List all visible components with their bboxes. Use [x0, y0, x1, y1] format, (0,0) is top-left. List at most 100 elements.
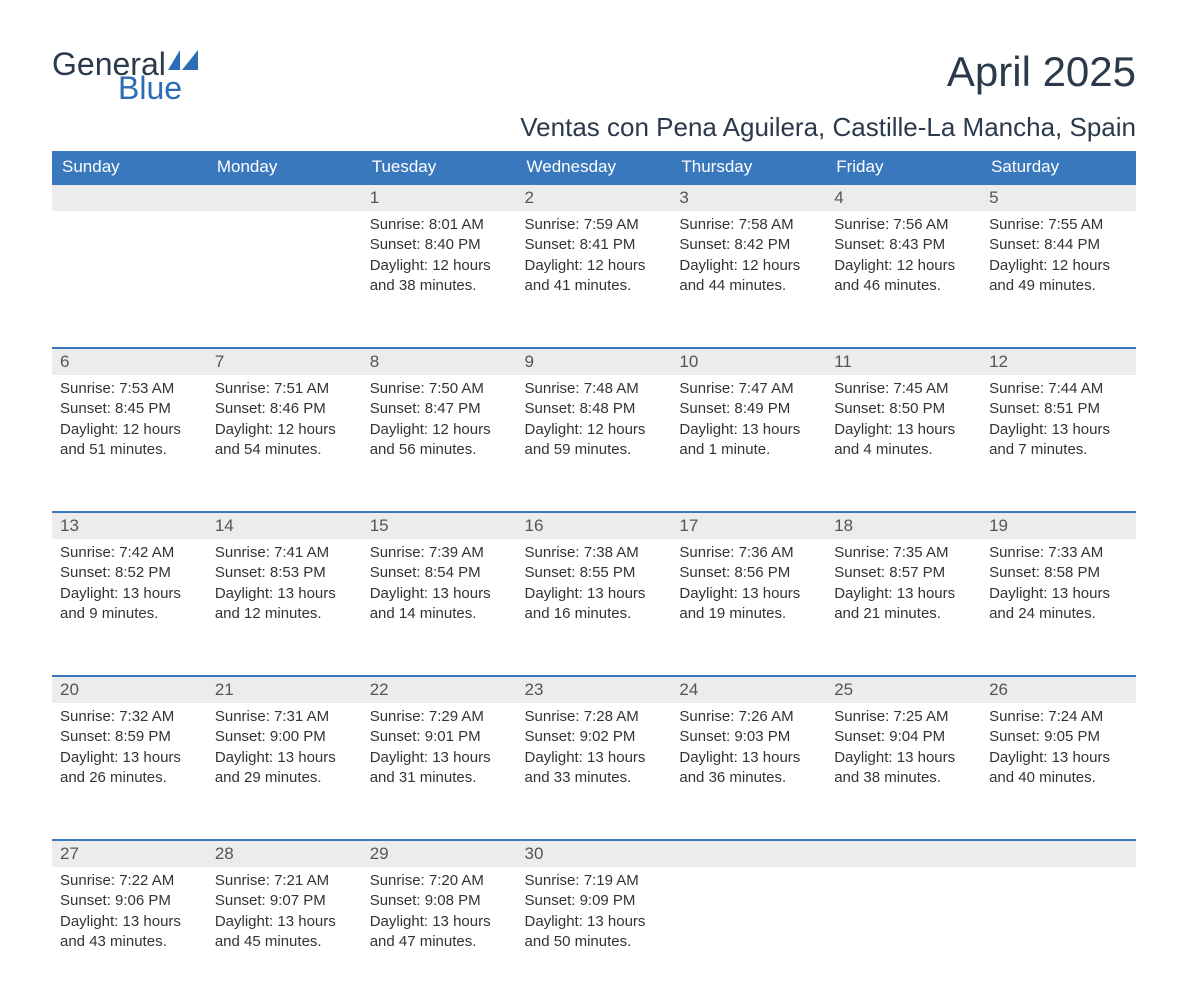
day-cell: Sunrise: 7:29 AMSunset: 9:01 PMDaylight:…: [362, 703, 517, 800]
sunrise-text: Sunrise: 7:45 AM: [834, 379, 973, 399]
daylight-text: Daylight: 13 hours: [60, 584, 199, 604]
daylight-text: Daylight: 13 hours: [60, 748, 199, 768]
day-cell: Sunrise: 7:48 AMSunset: 8:48 PMDaylight:…: [517, 375, 672, 472]
day-number: 11: [826, 347, 981, 375]
day-number: 12: [981, 347, 1136, 375]
week-row: Sunrise: 7:32 AMSunset: 8:59 PMDaylight:…: [52, 703, 1136, 839]
sunset-text: Sunset: 9:07 PM: [215, 891, 354, 911]
week-row: Sunrise: 8:01 AMSunset: 8:40 PMDaylight:…: [52, 211, 1136, 347]
daylight-text: and 26 minutes.: [60, 768, 199, 788]
sunrise-text: Sunrise: 7:56 AM: [834, 215, 973, 235]
day-number: 27: [52, 839, 207, 867]
sunset-text: Sunset: 8:46 PM: [215, 399, 354, 419]
day-cell: Sunrise: 7:42 AMSunset: 8:52 PMDaylight:…: [52, 539, 207, 636]
day-number-row: 6789101112: [52, 347, 1136, 375]
sunrise-text: Sunrise: 7:29 AM: [370, 707, 509, 727]
daylight-text: Daylight: 13 hours: [989, 584, 1128, 604]
daylight-text: and 1 minute.: [679, 440, 818, 460]
day-number: 30: [517, 839, 672, 867]
sunset-text: Sunset: 8:41 PM: [525, 235, 664, 255]
day-number-row: 20212223242526: [52, 675, 1136, 703]
day-number: 2: [517, 183, 672, 211]
sunrise-text: Sunrise: 7:19 AM: [525, 871, 664, 891]
sunrise-text: Sunrise: 7:59 AM: [525, 215, 664, 235]
logo: General Blue: [52, 48, 198, 104]
day-number: 15: [362, 511, 517, 539]
daylight-text: Daylight: 13 hours: [679, 748, 818, 768]
daylight-text: and 54 minutes.: [215, 440, 354, 460]
sunset-text: Sunset: 9:06 PM: [60, 891, 199, 911]
daylight-text: Daylight: 13 hours: [834, 584, 973, 604]
day-cell: Sunrise: 7:28 AMSunset: 9:02 PMDaylight:…: [517, 703, 672, 800]
day-number: 14: [207, 511, 362, 539]
day-cell: Sunrise: 7:59 AMSunset: 8:41 PMDaylight:…: [517, 211, 672, 308]
sunrise-text: Sunrise: 7:55 AM: [989, 215, 1128, 235]
sunset-text: Sunset: 9:00 PM: [215, 727, 354, 747]
daylight-text: Daylight: 13 hours: [370, 748, 509, 768]
weekday-header: Friday: [826, 151, 981, 183]
day-cell: Sunrise: 7:32 AMSunset: 8:59 PMDaylight:…: [52, 703, 207, 800]
day-cell: Sunrise: 7:50 AMSunset: 8:47 PMDaylight:…: [362, 375, 517, 472]
day-cell: Sunrise: 7:39 AMSunset: 8:54 PMDaylight:…: [362, 539, 517, 636]
page-header: General Blue April 2025: [52, 48, 1136, 104]
sunset-text: Sunset: 8:59 PM: [60, 727, 199, 747]
day-cell: Sunrise: 7:35 AMSunset: 8:57 PMDaylight:…: [826, 539, 981, 636]
day-cell: Sunrise: 7:36 AMSunset: 8:56 PMDaylight:…: [671, 539, 826, 636]
day-cell: Sunrise: 7:58 AMSunset: 8:42 PMDaylight:…: [671, 211, 826, 308]
daylight-text: and 36 minutes.: [679, 768, 818, 788]
daylight-text: Daylight: 13 hours: [370, 584, 509, 604]
daylight-text: Daylight: 13 hours: [215, 584, 354, 604]
day-number-row: 27282930: [52, 839, 1136, 867]
day-cell: Sunrise: 7:53 AMSunset: 8:45 PMDaylight:…: [52, 375, 207, 472]
sunset-text: Sunset: 9:04 PM: [834, 727, 973, 747]
daylight-text: and 38 minutes.: [834, 768, 973, 788]
daylight-text: Daylight: 12 hours: [989, 256, 1128, 276]
daylight-text: Daylight: 12 hours: [370, 256, 509, 276]
sunrise-text: Sunrise: 7:48 AM: [525, 379, 664, 399]
day-cell: Sunrise: 7:33 AMSunset: 8:58 PMDaylight:…: [981, 539, 1136, 636]
day-number: [671, 839, 826, 867]
sunrise-text: Sunrise: 7:51 AM: [215, 379, 354, 399]
daylight-text: Daylight: 13 hours: [525, 912, 664, 932]
title-block: April 2025: [947, 48, 1136, 96]
day-cell: [981, 867, 1136, 883]
sunset-text: Sunset: 8:51 PM: [989, 399, 1128, 419]
day-cell: Sunrise: 7:22 AMSunset: 9:06 PMDaylight:…: [52, 867, 207, 964]
day-number: 13: [52, 511, 207, 539]
daylight-text: and 51 minutes.: [60, 440, 199, 460]
daylight-text: Daylight: 13 hours: [834, 748, 973, 768]
day-cell: Sunrise: 7:19 AMSunset: 9:09 PMDaylight:…: [517, 867, 672, 964]
day-number: 1: [362, 183, 517, 211]
day-cell: Sunrise: 7:38 AMSunset: 8:55 PMDaylight:…: [517, 539, 672, 636]
daylight-text: Daylight: 13 hours: [525, 748, 664, 768]
day-number: 26: [981, 675, 1136, 703]
daylight-text: and 9 minutes.: [60, 604, 199, 624]
daylight-text: Daylight: 12 hours: [60, 420, 199, 440]
weekday-header-row: Sunday Monday Tuesday Wednesday Thursday…: [52, 151, 1136, 183]
daylight-text: and 56 minutes.: [370, 440, 509, 460]
day-number: 28: [207, 839, 362, 867]
day-cell: [826, 867, 981, 883]
day-cell: [671, 867, 826, 883]
sunset-text: Sunset: 8:43 PM: [834, 235, 973, 255]
daylight-text: and 43 minutes.: [60, 932, 199, 952]
week-row: Sunrise: 7:53 AMSunset: 8:45 PMDaylight:…: [52, 375, 1136, 511]
day-number: 16: [517, 511, 672, 539]
sunset-text: Sunset: 8:48 PM: [525, 399, 664, 419]
daylight-text: Daylight: 13 hours: [60, 912, 199, 932]
day-number: [207, 183, 362, 211]
weekday-header: Thursday: [671, 151, 826, 183]
sunrise-text: Sunrise: 7:22 AM: [60, 871, 199, 891]
sunset-text: Sunset: 8:57 PM: [834, 563, 973, 583]
daylight-text: and 12 minutes.: [215, 604, 354, 624]
sunrise-text: Sunrise: 7:36 AM: [679, 543, 818, 563]
day-cell: Sunrise: 7:24 AMSunset: 9:05 PMDaylight:…: [981, 703, 1136, 800]
sunrise-text: Sunrise: 7:26 AM: [679, 707, 818, 727]
sunset-text: Sunset: 8:58 PM: [989, 563, 1128, 583]
sunset-text: Sunset: 8:55 PM: [525, 563, 664, 583]
sunset-text: Sunset: 8:52 PM: [60, 563, 199, 583]
sunrise-text: Sunrise: 7:25 AM: [834, 707, 973, 727]
page-title: April 2025: [947, 48, 1136, 96]
daylight-text: Daylight: 12 hours: [834, 256, 973, 276]
day-number: 23: [517, 675, 672, 703]
